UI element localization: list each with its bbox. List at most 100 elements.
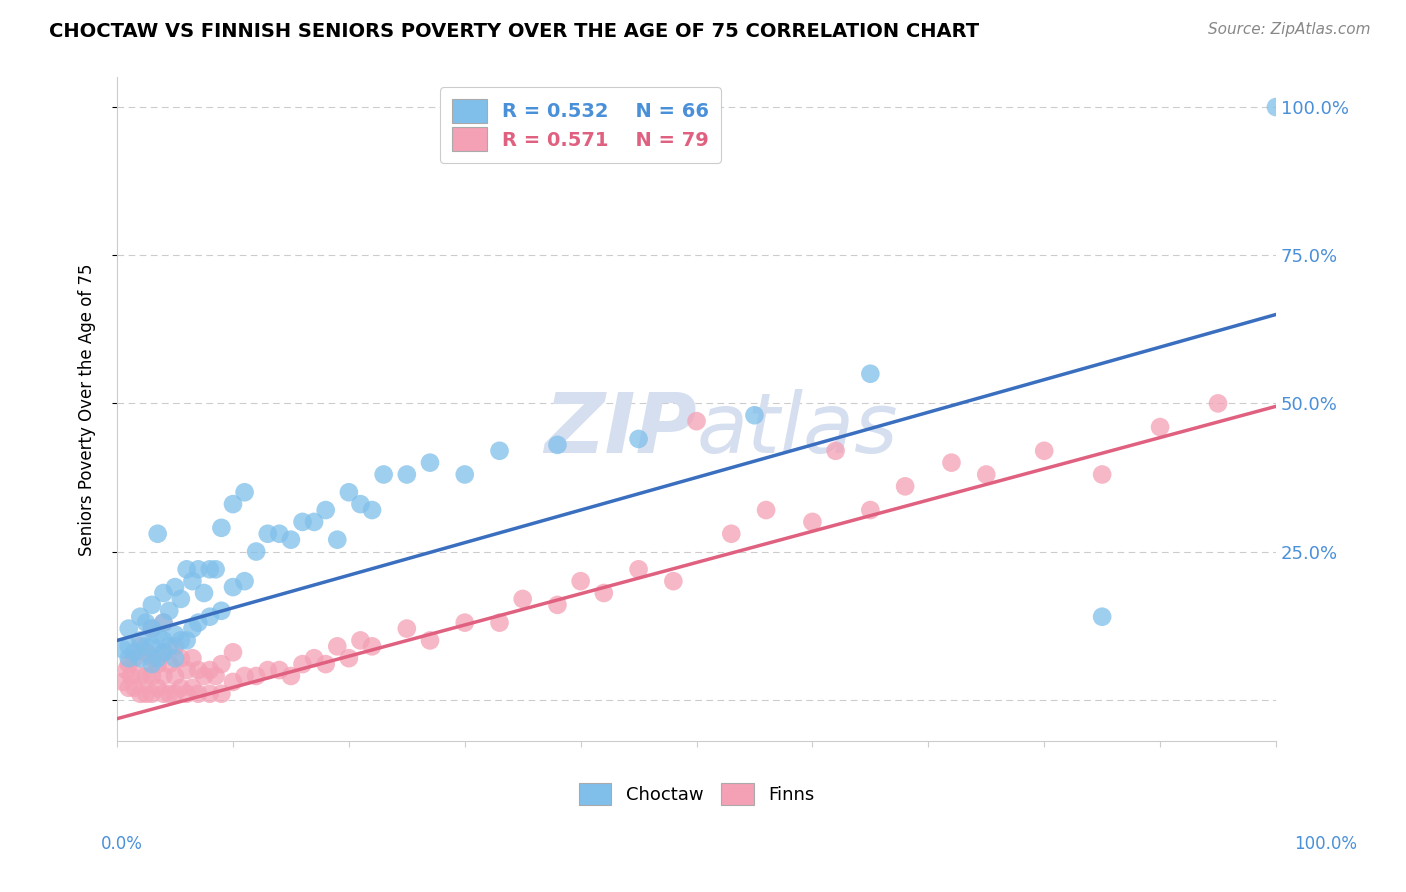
- Point: [163, 669, 186, 683]
- Point: [349, 633, 371, 648]
- Point: [233, 485, 256, 500]
- Point: [204, 669, 226, 683]
- Point: [111, 642, 134, 657]
- Point: [395, 622, 418, 636]
- Point: [361, 503, 384, 517]
- Point: [124, 651, 146, 665]
- Point: [152, 633, 174, 648]
- Point: [118, 622, 141, 636]
- Point: [152, 669, 174, 683]
- Point: [193, 669, 215, 683]
- Point: [801, 515, 824, 529]
- Point: [245, 544, 267, 558]
- Point: [859, 503, 882, 517]
- Point: [157, 640, 180, 654]
- Point: [124, 681, 146, 695]
- Point: [118, 657, 141, 672]
- Point: [859, 367, 882, 381]
- Point: [256, 663, 278, 677]
- Point: [146, 627, 169, 641]
- Point: [755, 503, 778, 517]
- Point: [256, 526, 278, 541]
- Point: [135, 687, 157, 701]
- Point: [419, 456, 441, 470]
- Point: [209, 687, 232, 701]
- Point: [662, 574, 685, 589]
- Point: [118, 640, 141, 654]
- Point: [337, 651, 360, 665]
- Text: 0.0%: 0.0%: [101, 835, 143, 853]
- Point: [176, 633, 198, 648]
- Point: [152, 645, 174, 659]
- Point: [269, 526, 291, 541]
- Point: [361, 640, 384, 654]
- Point: [141, 651, 163, 665]
- Point: [120, 669, 142, 683]
- Point: [198, 687, 221, 701]
- Point: [488, 615, 510, 630]
- Point: [454, 467, 477, 482]
- Point: [118, 681, 141, 695]
- Point: [233, 669, 256, 683]
- Point: [176, 562, 198, 576]
- Point: [129, 687, 152, 701]
- Point: [129, 669, 152, 683]
- Point: [546, 598, 568, 612]
- Point: [170, 633, 193, 648]
- Point: [152, 615, 174, 630]
- Point: [291, 515, 314, 529]
- Point: [546, 438, 568, 452]
- Point: [209, 657, 232, 672]
- Point: [141, 657, 163, 672]
- Point: [187, 663, 209, 677]
- Point: [146, 526, 169, 541]
- Point: [302, 651, 325, 665]
- Point: [974, 467, 997, 482]
- Point: [233, 574, 256, 589]
- Point: [135, 669, 157, 683]
- Point: [152, 645, 174, 659]
- Point: [163, 687, 186, 701]
- Point: [152, 687, 174, 701]
- Point: [141, 622, 163, 636]
- Point: [163, 651, 186, 665]
- Point: [824, 443, 846, 458]
- Point: [163, 640, 186, 654]
- Point: [245, 669, 267, 683]
- Point: [744, 409, 766, 423]
- Point: [198, 609, 221, 624]
- Point: [1033, 443, 1056, 458]
- Point: [146, 657, 169, 672]
- Point: [627, 562, 650, 576]
- Point: [152, 586, 174, 600]
- Point: [592, 586, 614, 600]
- Point: [141, 598, 163, 612]
- Point: [146, 681, 169, 695]
- Point: [512, 591, 534, 606]
- Point: [118, 651, 141, 665]
- Point: [337, 485, 360, 500]
- Point: [209, 521, 232, 535]
- Point: [187, 687, 209, 701]
- Point: [129, 640, 152, 654]
- Point: [181, 681, 204, 695]
- Point: [187, 615, 209, 630]
- Point: [135, 615, 157, 630]
- Text: CHOCTAW VS FINNISH SENIORS POVERTY OVER THE AGE OF 75 CORRELATION CHART: CHOCTAW VS FINNISH SENIORS POVERTY OVER …: [49, 22, 980, 41]
- Point: [193, 586, 215, 600]
- Point: [222, 674, 245, 689]
- Point: [141, 687, 163, 701]
- Text: ZIP: ZIP: [544, 389, 696, 470]
- Point: [627, 432, 650, 446]
- Point: [280, 533, 302, 547]
- Point: [198, 663, 221, 677]
- Point: [1206, 396, 1229, 410]
- Text: 100.0%: 100.0%: [1294, 835, 1357, 853]
- Point: [135, 645, 157, 659]
- Point: [269, 663, 291, 677]
- Text: atlas: atlas: [696, 389, 898, 470]
- Point: [163, 580, 186, 594]
- Point: [157, 687, 180, 701]
- Point: [176, 663, 198, 677]
- Point: [315, 503, 337, 517]
